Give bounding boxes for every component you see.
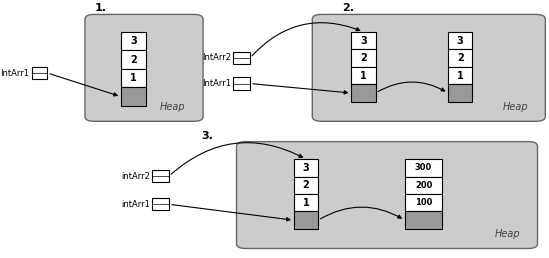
Bar bbox=[448, 67, 472, 84]
Text: 3: 3 bbox=[457, 36, 463, 46]
Bar bbox=[405, 194, 442, 212]
Bar bbox=[233, 77, 250, 90]
Text: 2: 2 bbox=[302, 180, 310, 190]
Bar bbox=[448, 84, 472, 102]
Text: 200: 200 bbox=[415, 181, 432, 190]
Text: 1: 1 bbox=[360, 71, 367, 80]
FancyBboxPatch shape bbox=[312, 14, 545, 121]
FancyBboxPatch shape bbox=[237, 142, 537, 248]
Bar bbox=[351, 67, 376, 84]
Bar bbox=[233, 52, 250, 64]
Bar bbox=[294, 194, 318, 212]
Text: 3.: 3. bbox=[201, 131, 214, 141]
Bar bbox=[121, 50, 146, 69]
Text: 300: 300 bbox=[415, 163, 432, 172]
Bar bbox=[405, 159, 442, 176]
Bar bbox=[121, 32, 146, 50]
Bar bbox=[152, 198, 169, 211]
Text: intArr1: intArr1 bbox=[121, 200, 150, 209]
Bar bbox=[121, 87, 146, 106]
Text: 1.: 1. bbox=[94, 3, 107, 13]
Bar bbox=[448, 49, 472, 67]
Text: 2: 2 bbox=[457, 53, 463, 63]
Bar bbox=[294, 212, 318, 229]
Text: intArr2: intArr2 bbox=[121, 172, 150, 181]
Text: IntArr1: IntArr1 bbox=[202, 79, 231, 88]
Text: 3: 3 bbox=[302, 163, 310, 173]
Text: 2: 2 bbox=[360, 53, 367, 63]
Text: Heap: Heap bbox=[160, 102, 186, 112]
Bar bbox=[121, 69, 146, 87]
Bar bbox=[32, 67, 47, 79]
Bar bbox=[294, 176, 318, 194]
Text: Heap: Heap bbox=[502, 102, 528, 112]
Bar bbox=[294, 159, 318, 176]
Text: 1: 1 bbox=[302, 198, 310, 208]
Text: IntArr2: IntArr2 bbox=[202, 53, 231, 62]
Bar bbox=[152, 170, 169, 182]
Text: 3: 3 bbox=[130, 36, 137, 46]
Bar bbox=[351, 49, 376, 67]
Text: 1: 1 bbox=[457, 71, 463, 80]
Text: IntArr1: IntArr1 bbox=[1, 69, 30, 77]
Bar bbox=[351, 84, 376, 102]
Bar bbox=[405, 212, 442, 229]
Text: 1: 1 bbox=[130, 73, 137, 83]
Text: Heap: Heap bbox=[495, 229, 520, 239]
Bar bbox=[405, 176, 442, 194]
Text: 3: 3 bbox=[360, 36, 367, 46]
FancyBboxPatch shape bbox=[85, 14, 203, 121]
Bar bbox=[448, 32, 472, 49]
Text: 2.: 2. bbox=[343, 3, 355, 13]
Text: 100: 100 bbox=[415, 198, 432, 207]
Text: 2: 2 bbox=[130, 55, 137, 65]
Bar bbox=[351, 32, 376, 49]
